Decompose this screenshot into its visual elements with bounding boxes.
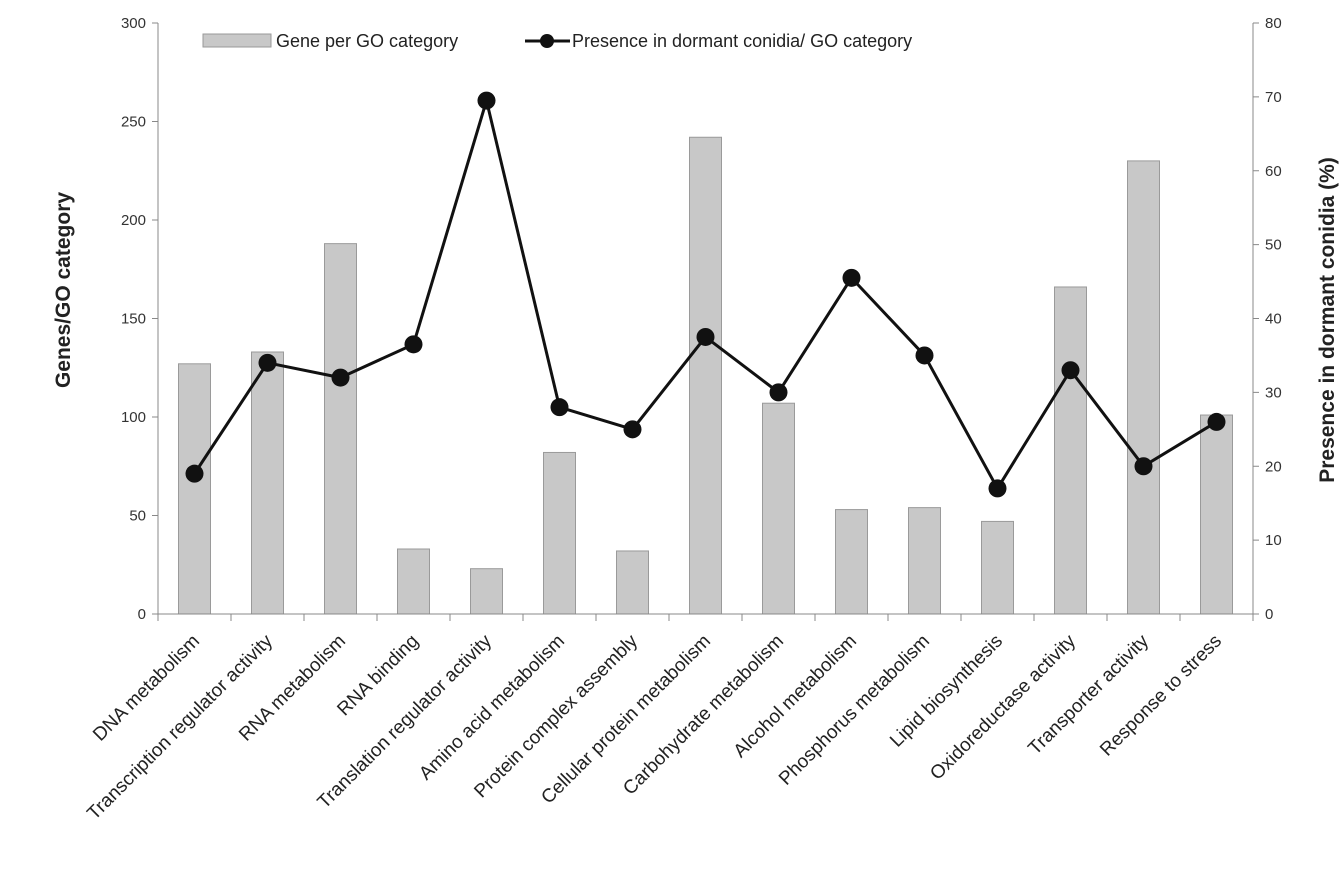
presence-point-12 bbox=[1061, 361, 1080, 380]
bar-7 bbox=[689, 136, 722, 615]
presence-point-4 bbox=[477, 91, 496, 110]
presence-point-11 bbox=[988, 479, 1007, 498]
right-axis-ticks: 0 10 20 30 40 50 60 70 80 bbox=[1253, 15, 1282, 623]
legend: Gene per GO category Presence in dormant… bbox=[202, 31, 912, 51]
bar-13 bbox=[1127, 160, 1160, 615]
right-tick-label: 10 bbox=[1265, 532, 1282, 549]
left-tick-label: 50 bbox=[129, 508, 146, 525]
presence-point-7 bbox=[696, 327, 715, 346]
category-label-13: Transporter activity bbox=[1024, 630, 1153, 759]
legend-bar-swatch bbox=[202, 33, 272, 48]
category-label-12: Oxidoreductase activity bbox=[926, 630, 1080, 784]
bar-8 bbox=[762, 402, 795, 615]
left-tick-label: 200 bbox=[121, 212, 146, 229]
presence-point-3 bbox=[404, 335, 423, 354]
presence-point-10 bbox=[915, 346, 934, 365]
right-axis-title: Presence in dormant conidia (%) bbox=[1316, 157, 1339, 483]
right-tick-label: 20 bbox=[1265, 458, 1282, 475]
legend-bar-label: Gene per GO category bbox=[276, 31, 458, 51]
right-tick-label: 80 bbox=[1265, 15, 1282, 32]
left-tick-label: 150 bbox=[121, 311, 146, 328]
x-axis-ticks bbox=[157, 614, 1254, 621]
presence-point-8 bbox=[769, 383, 788, 402]
bar-6 bbox=[616, 550, 649, 615]
bars-layer bbox=[178, 136, 1233, 615]
bar-1 bbox=[251, 351, 284, 615]
category-label-10: Phosphorus metabolism bbox=[775, 631, 934, 790]
presence-point-13 bbox=[1134, 457, 1153, 476]
bar-2 bbox=[324, 243, 357, 615]
left-tick-label: 0 bbox=[138, 606, 146, 623]
presence-point-0 bbox=[185, 464, 204, 483]
presence-point-1 bbox=[258, 353, 277, 372]
right-tick-label: 40 bbox=[1265, 311, 1282, 328]
bar-12 bbox=[1054, 286, 1087, 615]
presence-point-5 bbox=[550, 398, 569, 417]
category-label-9: Alcohol metabolism bbox=[730, 631, 861, 762]
left-axis-ticks: 0 50 100 150 200 250 300 bbox=[121, 15, 158, 623]
presence-point-6 bbox=[623, 420, 642, 439]
bar-11 bbox=[981, 520, 1014, 615]
bar-14 bbox=[1200, 414, 1233, 615]
category-label-5: Amino acid metabolism bbox=[415, 631, 569, 785]
presence-point-14 bbox=[1207, 412, 1226, 431]
bar-10 bbox=[908, 507, 941, 615]
bar-9 bbox=[835, 509, 868, 615]
right-tick-label: 60 bbox=[1265, 163, 1282, 180]
presence-point-2 bbox=[331, 368, 350, 387]
right-tick-label: 50 bbox=[1265, 237, 1282, 254]
right-tick-label: 30 bbox=[1265, 384, 1282, 401]
right-tick-label: 0 bbox=[1265, 606, 1273, 623]
bar-0 bbox=[178, 363, 211, 615]
bar-3 bbox=[397, 548, 430, 615]
legend-line-marker bbox=[540, 34, 554, 48]
left-axis-title: Genes/GO category bbox=[52, 192, 75, 388]
left-tick-label: 100 bbox=[121, 409, 146, 426]
bar-5 bbox=[543, 451, 576, 615]
line-layer bbox=[185, 91, 1226, 498]
left-tick-label: 250 bbox=[121, 114, 146, 131]
legend-line-label: Presence in dormant conidia/ GO category bbox=[572, 31, 912, 51]
presence-point-9 bbox=[842, 268, 861, 287]
category-label-14: Response to stress bbox=[1096, 631, 1226, 761]
left-tick-label: 300 bbox=[121, 15, 146, 32]
bar-4 bbox=[470, 568, 503, 615]
right-tick-label: 70 bbox=[1265, 89, 1282, 106]
